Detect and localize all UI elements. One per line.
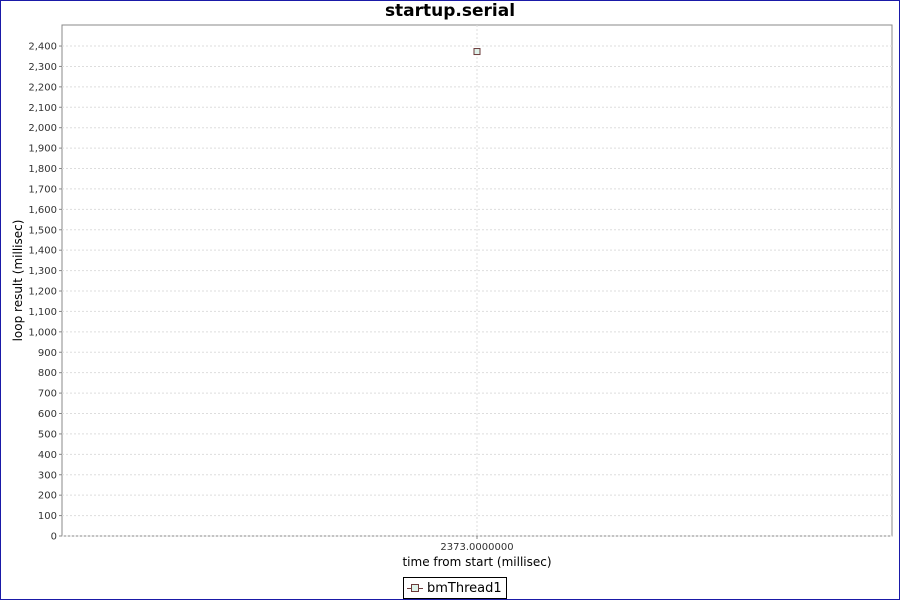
y-tick-label: 0 [51, 532, 57, 543]
y-tick-label: 100 [38, 511, 57, 522]
chart-title: startup.serial [384, 1, 516, 21]
y-tick-label: 2,000 [28, 123, 57, 134]
y-tick-label: 1,400 [28, 246, 57, 257]
y-tick-label: 2,300 [28, 62, 57, 73]
y-tick-label: 800 [38, 368, 57, 379]
y-tick-label: 1,300 [28, 266, 57, 277]
y-tick-label: 2,400 [28, 42, 57, 53]
y-tick-label: 200 [38, 491, 57, 502]
legend-label: bmThread1 [427, 580, 502, 596]
y-tick-label: 400 [38, 450, 57, 461]
y-tick-label: 1,600 [28, 205, 57, 216]
y-tick-label: 1,500 [28, 225, 57, 236]
y-tick-label: 500 [38, 429, 57, 440]
legend: bmThread1 [403, 577, 507, 599]
y-tick-label: 1,000 [28, 327, 57, 338]
y-tick-label: 1,100 [28, 307, 57, 318]
y-tick-label: 900 [38, 348, 57, 359]
y-tick-label: 300 [38, 470, 57, 481]
y-tick-label: 700 [38, 389, 57, 400]
y-tick-label: 2,100 [28, 103, 57, 114]
data-point [473, 48, 481, 56]
x-axis-label: time from start (millisec) [402, 555, 551, 569]
y-tick-label: 1,800 [28, 164, 57, 175]
y-tick-label: 600 [38, 409, 57, 420]
y-tick-label: 2,200 [28, 82, 57, 93]
legend-marker-icon [407, 583, 423, 593]
y-tick-label: 1,700 [28, 184, 57, 195]
y-tick-label: 1,200 [28, 287, 57, 298]
y-tick-label: 1,900 [28, 144, 57, 155]
x-tick-label: 2373.0000000 [440, 542, 513, 553]
y-axis-label: loop result (millisec) [11, 220, 25, 342]
